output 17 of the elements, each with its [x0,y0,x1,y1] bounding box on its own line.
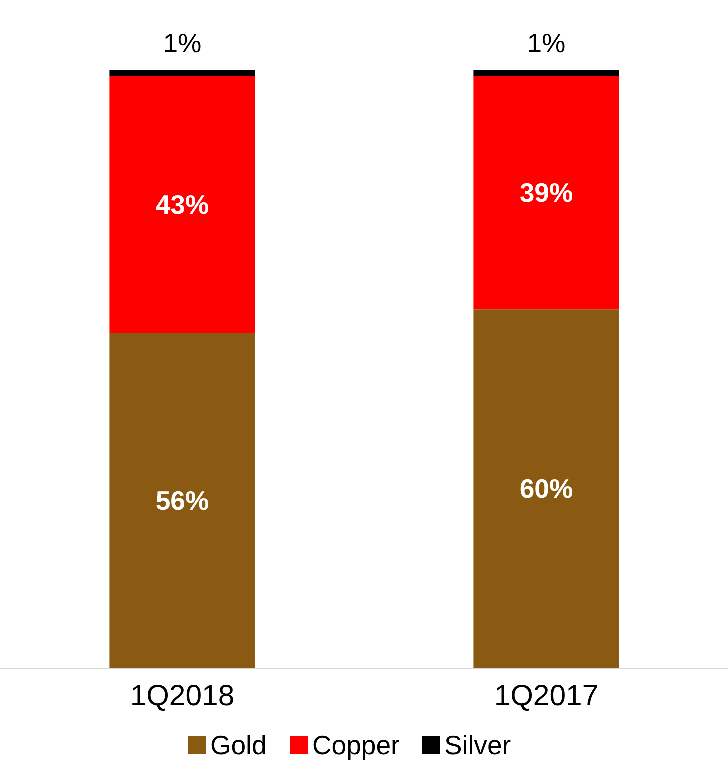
bar [110,70,256,76]
bar [474,70,620,76]
bar [110,76,256,334]
data-label: 1% [527,28,566,58]
legend-label: Copper [312,730,400,760]
data-label: 43% [156,190,210,220]
data-label: 1% [163,28,202,58]
data-label: 60% [520,474,574,504]
legend-label: Silver [444,730,512,760]
bar [110,334,256,668]
x-tick-label: 1Q2017 [494,680,599,712]
data-label: 39% [520,178,574,208]
bar [474,76,620,310]
x-tick-label: 1Q2018 [130,680,235,712]
data-label: 56% [156,486,210,516]
bar [474,310,620,668]
legend-label: Gold [210,730,267,760]
